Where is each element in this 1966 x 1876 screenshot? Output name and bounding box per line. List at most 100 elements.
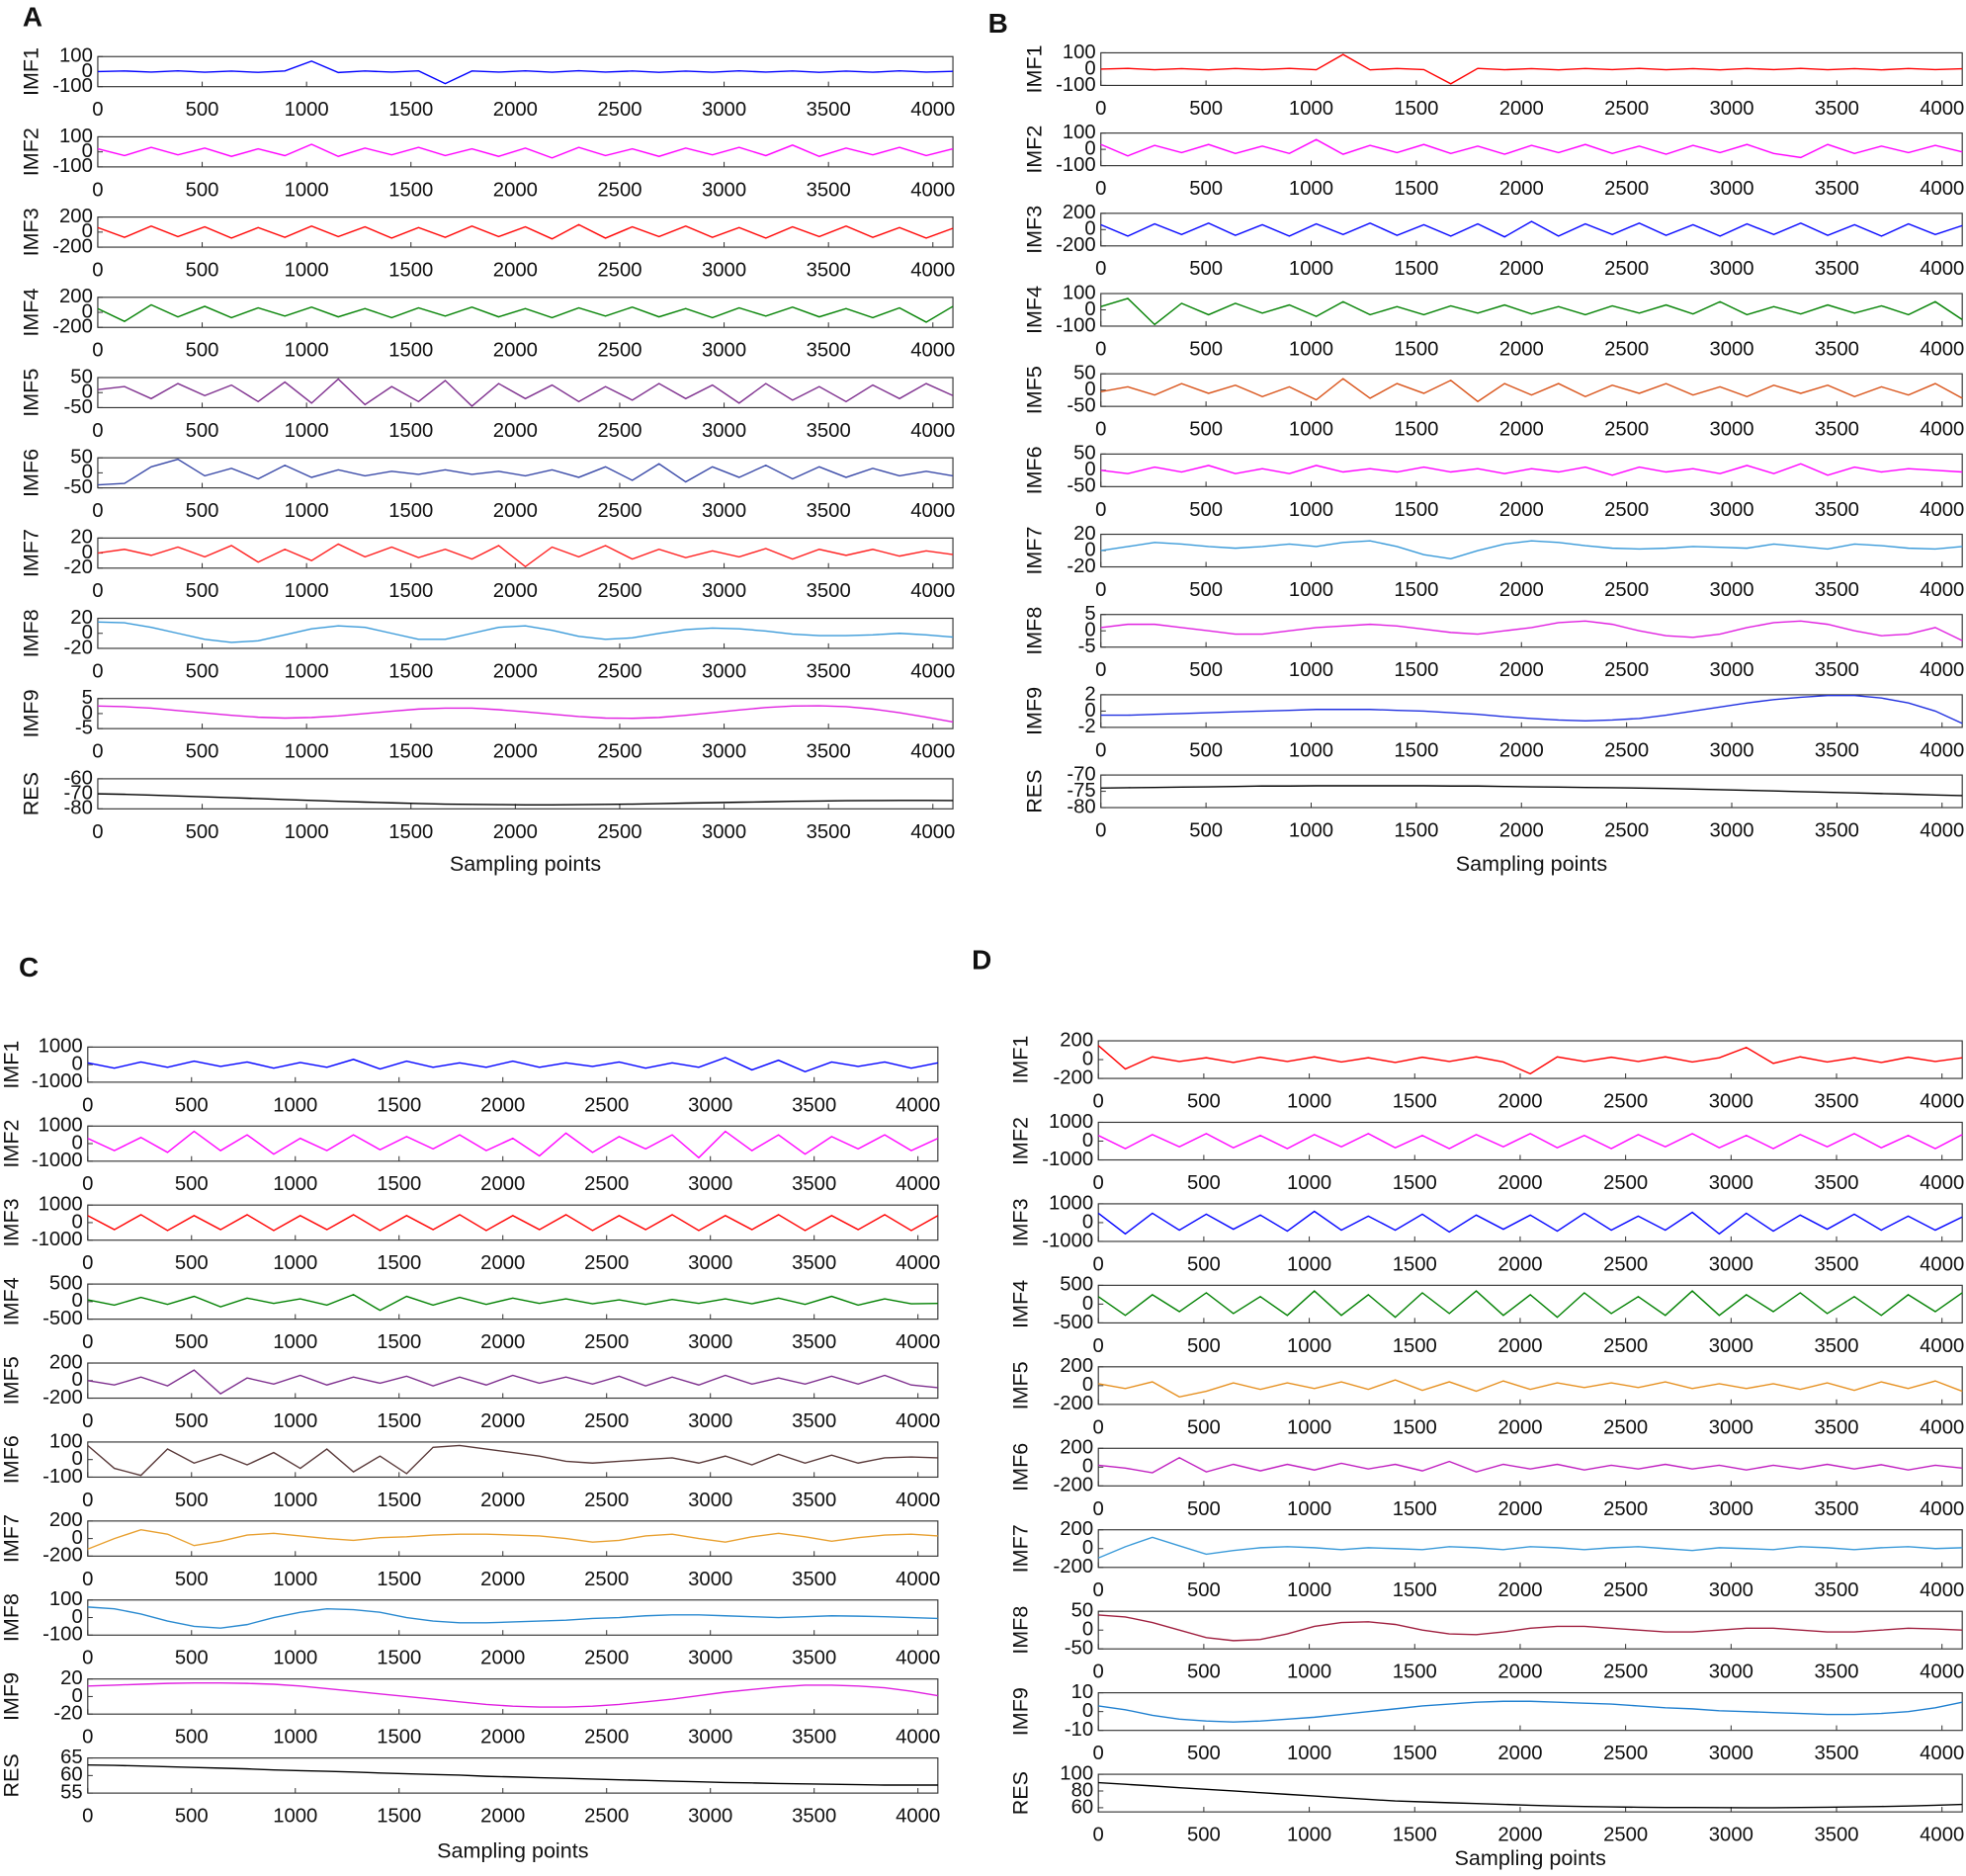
x-tick-label: 3500 xyxy=(792,1806,836,1828)
x-tick-label: 1500 xyxy=(388,660,433,682)
y-tick-label: -20 xyxy=(64,637,93,658)
y-tick-label: 200 xyxy=(59,206,93,227)
x-tick-label: 2500 xyxy=(1603,1825,1648,1846)
x-tick-label: 2500 xyxy=(597,179,641,201)
y-tick-label: 0 xyxy=(1084,459,1095,480)
x-tick-label: 4000 xyxy=(1920,659,1964,681)
signal-line xyxy=(1100,138,1963,159)
x-tick-label: 500 xyxy=(1187,1498,1221,1520)
x-tick-label: 500 xyxy=(186,179,219,201)
y-tick-label: 0 xyxy=(1082,1537,1093,1559)
y-tick-label: 50 xyxy=(70,447,93,469)
x-tick-label: 3500 xyxy=(807,99,851,121)
x-tick-label: 1000 xyxy=(285,821,329,843)
x-tick-label: 2500 xyxy=(584,1173,629,1195)
x-tick-label: 4000 xyxy=(910,260,955,282)
x-tick-label: 2000 xyxy=(480,1094,525,1116)
x-tick-label: 3000 xyxy=(688,1094,732,1116)
y-tick-label: 0 xyxy=(82,542,93,563)
x-tick-label: 4000 xyxy=(1920,1416,1964,1438)
x-tick-label: 3000 xyxy=(688,1490,732,1511)
x-tick-label: 2000 xyxy=(480,1252,525,1274)
x-tick-label: 2500 xyxy=(1604,579,1649,601)
x-tick-label: 1000 xyxy=(1287,1091,1331,1113)
y-tick-label: 100 xyxy=(1063,42,1096,63)
x-tick-label: 1500 xyxy=(1394,820,1438,842)
x-tick-label: 2000 xyxy=(1497,1416,1542,1438)
y-tick-label: 100 xyxy=(59,45,93,67)
y-axis-label: IMF8 xyxy=(19,609,43,657)
y-tick-label: 200 xyxy=(1060,1029,1093,1051)
x-tick-label: 2500 xyxy=(1603,1335,1648,1357)
x-tick-label: 2000 xyxy=(1499,178,1544,200)
x-tick-label: 0 xyxy=(82,1173,93,1195)
y-tick-label: 0 xyxy=(71,1606,82,1628)
x-tick-label: 2000 xyxy=(1497,1579,1542,1601)
axes-box xyxy=(1097,1366,1963,1406)
y-axis-label: IMF1 xyxy=(0,1041,23,1089)
signal-line xyxy=(1098,1614,1963,1642)
y-tick-label: 0 xyxy=(82,702,93,724)
x-tick-label: 0 xyxy=(1093,1662,1104,1683)
x-tick-label: 1000 xyxy=(1289,820,1333,842)
y-tick-label: 200 xyxy=(49,1509,83,1531)
x-tick-label: 1500 xyxy=(388,420,433,442)
signal-line xyxy=(87,1369,938,1395)
x-tick-label: 3500 xyxy=(807,260,851,282)
signal-line xyxy=(1097,1133,1963,1150)
x-tick-label: 0 xyxy=(92,340,103,362)
y-tick-label: 20 xyxy=(70,527,93,549)
x-tick-label: 3500 xyxy=(1815,178,1859,200)
x-tick-label: 500 xyxy=(1189,258,1223,280)
x-tick-label: 3000 xyxy=(1709,98,1753,120)
x-tick-label: 1500 xyxy=(377,1094,421,1116)
signal-line xyxy=(1100,298,1963,326)
x-tick-label: 1000 xyxy=(1289,659,1333,681)
x-tick-label: 2500 xyxy=(584,1331,629,1353)
x-tick-label: 3000 xyxy=(1709,1172,1753,1194)
axes-box xyxy=(87,1204,939,1241)
x-tick-label: 500 xyxy=(186,340,219,362)
x-tick-label: 2500 xyxy=(1603,1172,1648,1194)
x-tick-label: 3000 xyxy=(702,179,746,201)
x-tick-label: 3000 xyxy=(702,340,746,362)
x-tick-label: 4000 xyxy=(896,1094,940,1116)
signal-line xyxy=(1100,53,1963,85)
axes-box xyxy=(97,135,954,168)
x-tick-label: 500 xyxy=(1187,1091,1221,1113)
x-tick-label: 1500 xyxy=(1394,258,1438,280)
x-tick-label: 2500 xyxy=(1603,1416,1648,1438)
x-tick-label: 3000 xyxy=(1709,1091,1753,1113)
axes-box xyxy=(1100,373,1963,407)
x-tick-label: 0 xyxy=(1093,1172,1104,1194)
y-tick-label: -50 xyxy=(1065,1638,1093,1660)
signal-line xyxy=(87,1764,938,1786)
x-tick-label: 1500 xyxy=(377,1173,421,1195)
x-tick-label: 500 xyxy=(1187,1253,1221,1275)
x-tick-label: 3500 xyxy=(792,1569,836,1590)
x-tick-label: 3500 xyxy=(1815,820,1859,842)
x-tick-label: 4000 xyxy=(910,580,955,602)
x-tick-label: 500 xyxy=(1189,338,1223,360)
x-tick-label: 3000 xyxy=(702,821,746,843)
y-tick-label: -20 xyxy=(1067,555,1095,577)
axes-box xyxy=(1100,533,1963,568)
y-axis-label: IMF8 xyxy=(1008,1606,1033,1655)
x-tick-label: 2000 xyxy=(1499,338,1544,360)
y-tick-label: 5 xyxy=(1084,603,1095,625)
x-tick-label: 0 xyxy=(1095,178,1106,200)
x-tick-label: 500 xyxy=(175,1094,209,1116)
x-tick-label: 1500 xyxy=(1393,1498,1437,1520)
signal-line xyxy=(1097,1290,1963,1319)
y-tick-label: 0 xyxy=(71,1685,82,1707)
x-tick-label: 3000 xyxy=(702,580,746,602)
x-tick-label: 2000 xyxy=(1497,1498,1542,1520)
x-tick-label: 4000 xyxy=(896,1727,940,1748)
y-tick-label: 50 xyxy=(70,366,93,387)
signal-line xyxy=(1100,220,1963,238)
y-axis-label: IMF6 xyxy=(1008,1443,1033,1492)
x-tick-label: 2500 xyxy=(1604,499,1649,521)
x-tick-label: 4000 xyxy=(910,340,955,362)
x-tick-label: 2000 xyxy=(493,500,538,522)
x-tick-label: 3000 xyxy=(1709,1253,1753,1275)
